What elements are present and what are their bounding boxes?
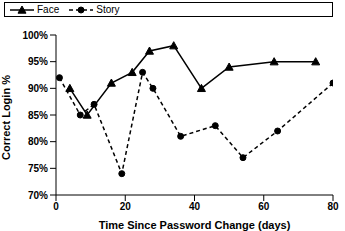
svg-text:Time Since Password Change (da: Time Since Password Change (days) <box>99 219 291 231</box>
svg-text:85%: 85% <box>28 110 48 121</box>
svg-text:70%: 70% <box>28 190 48 201</box>
svg-text:90%: 90% <box>28 83 48 94</box>
svg-text:100%: 100% <box>22 30 48 41</box>
svg-text:20: 20 <box>120 201 132 212</box>
svg-text:75%: 75% <box>28 163 48 174</box>
html-text:Face: Face <box>37 4 60 15</box>
svg-text:95%: 95% <box>28 56 48 67</box>
svg-text:80%: 80% <box>28 136 48 147</box>
svg-text:60: 60 <box>258 201 270 212</box>
svg-text:80: 80 <box>327 201 339 212</box>
svg-text:40: 40 <box>189 201 201 212</box>
html-text:Story: Story <box>96 4 120 15</box>
svg-text:0: 0 <box>53 201 59 212</box>
svg-text:Correct Login %: Correct Login % <box>0 75 12 160</box>
